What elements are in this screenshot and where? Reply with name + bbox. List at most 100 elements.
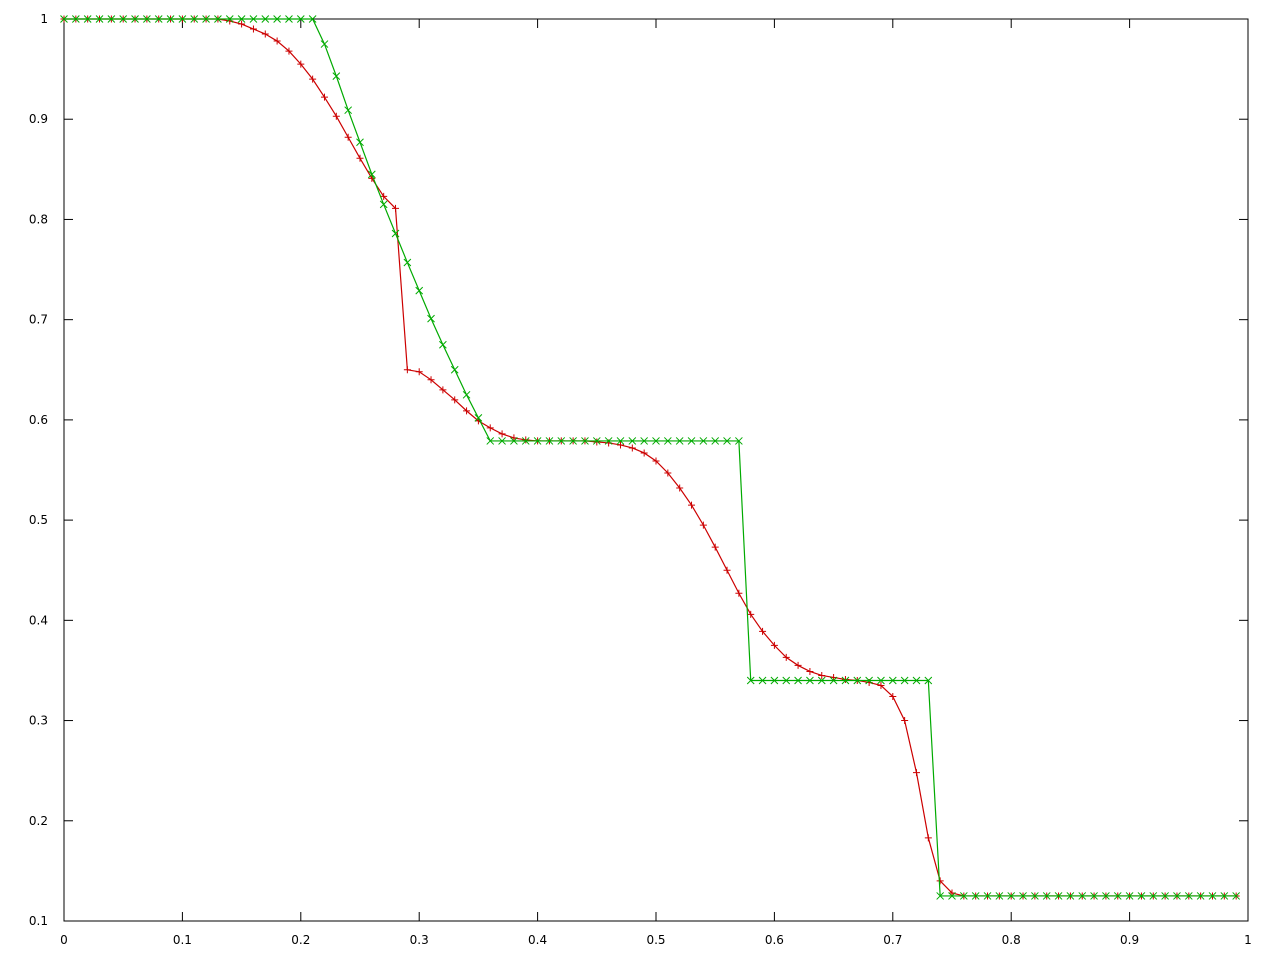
data-point <box>166 15 175 23</box>
data-point <box>368 174 376 182</box>
data-point <box>238 20 246 28</box>
data-point <box>723 437 731 445</box>
data-point <box>1113 892 1122 900</box>
data-point <box>900 676 909 685</box>
data-point <box>1090 892 1098 900</box>
data-point <box>71 15 80 23</box>
data-point <box>936 877 944 885</box>
data-point <box>959 892 968 900</box>
data-point <box>297 60 305 68</box>
data-point <box>521 437 530 445</box>
data-point <box>699 437 708 445</box>
y-tick-label: 0.2 <box>29 814 48 828</box>
data-point <box>522 436 530 444</box>
data-point <box>285 15 293 23</box>
data-point <box>676 484 684 492</box>
data-point <box>983 892 992 900</box>
data-point <box>296 15 305 23</box>
data-point <box>675 437 684 445</box>
data-point <box>1196 892 1205 900</box>
data-point <box>806 667 814 675</box>
plot-frame <box>63 18 1249 922</box>
data-point <box>1184 892 1193 900</box>
data-point <box>628 444 636 452</box>
data-point <box>427 314 435 323</box>
data-point <box>356 154 364 162</box>
data-point <box>285 47 293 55</box>
data-point <box>344 133 352 141</box>
data-point <box>486 437 495 445</box>
data-point <box>1042 892 1051 900</box>
series-line <box>64 18 1237 897</box>
data-point <box>154 15 163 23</box>
data-point <box>759 627 767 635</box>
data-point <box>877 681 885 689</box>
data-point <box>912 676 921 685</box>
data-point <box>320 93 328 101</box>
data-point <box>225 15 234 23</box>
data-point <box>747 610 755 618</box>
data-point <box>735 589 743 597</box>
data-point <box>770 641 778 649</box>
data-point <box>474 414 483 422</box>
data-point <box>924 834 932 842</box>
data-point <box>403 366 411 374</box>
data-point <box>877 676 885 685</box>
y-tick-label: 1 <box>40 12 48 26</box>
data-point <box>782 653 790 661</box>
data-point <box>723 566 731 574</box>
data-point <box>380 192 388 200</box>
data-point <box>971 892 980 900</box>
data-point <box>948 892 956 900</box>
data-point <box>415 368 423 376</box>
data-point <box>1007 892 1016 900</box>
data-point <box>593 438 601 446</box>
data-point <box>403 258 412 267</box>
data-point <box>1125 892 1134 900</box>
data-point <box>806 676 814 685</box>
data-point <box>95 15 104 23</box>
data-point <box>545 437 554 445</box>
data-point <box>214 15 222 23</box>
series-1 <box>60 15 1240 900</box>
data-point <box>1232 892 1241 900</box>
data-point <box>687 437 696 445</box>
data-point <box>735 437 743 445</box>
data-point <box>356 138 364 147</box>
data-point <box>498 430 506 438</box>
x-tick-label: 0.8 <box>1002 933 1021 947</box>
data-point <box>711 437 720 445</box>
data-point <box>640 449 648 457</box>
plot-series <box>60 15 1241 900</box>
data-point <box>818 671 826 679</box>
data-point <box>794 676 802 685</box>
data-point <box>190 15 199 23</box>
data-point <box>202 15 210 23</box>
data-point <box>367 170 376 179</box>
y-tick-label: 0.3 <box>29 714 48 728</box>
data-point <box>308 15 317 23</box>
data-point <box>865 676 873 685</box>
data-point <box>391 229 400 238</box>
data-point <box>249 15 258 23</box>
data-point <box>320 40 329 48</box>
x-tick-label: 0.3 <box>410 933 429 947</box>
x-tick-label: 0.9 <box>1120 933 1139 947</box>
data-point <box>60 15 68 23</box>
data-point <box>309 75 317 83</box>
data-point <box>794 661 802 669</box>
data-point <box>758 676 767 685</box>
data-point <box>178 15 187 23</box>
x-tick-label: 0.4 <box>528 933 547 947</box>
data-point <box>143 15 151 23</box>
data-point <box>463 407 471 415</box>
data-point <box>581 437 589 445</box>
data-point <box>652 457 660 465</box>
y-tick-label: 0.5 <box>29 513 48 527</box>
data-point <box>379 200 388 209</box>
series-2 <box>60 15 1241 900</box>
y-tick-label: 0.9 <box>29 112 48 126</box>
data-point <box>131 15 139 23</box>
data-point <box>486 424 494 432</box>
data-point <box>592 437 601 445</box>
